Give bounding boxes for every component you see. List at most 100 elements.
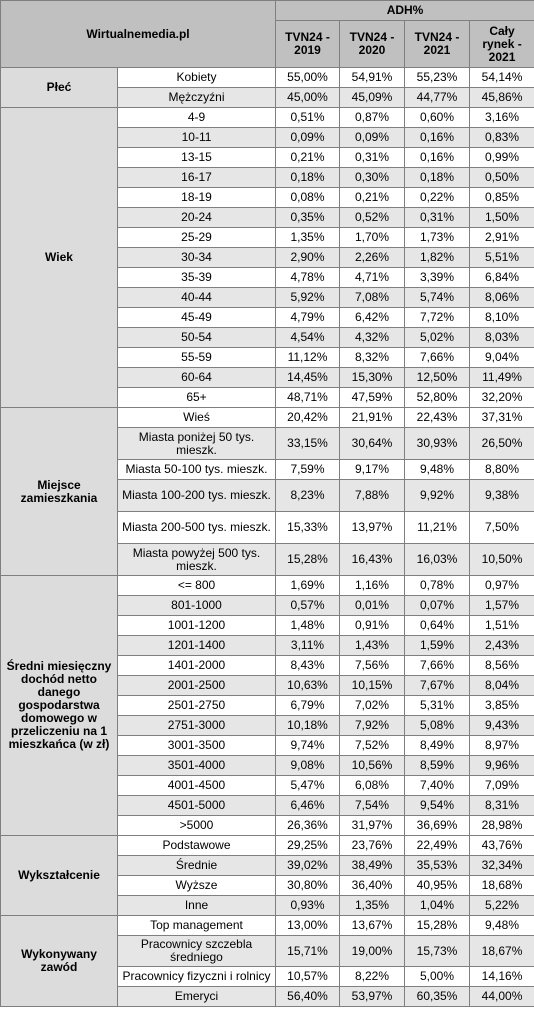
- value-cell: 1,16%: [339, 575, 405, 596]
- value-cell: 8,56%: [468, 655, 534, 676]
- value-cell: 8,59%: [404, 755, 470, 776]
- value-cell: 8,49%: [404, 735, 470, 756]
- table-body: Płeć Kobiety 55,00% 54,91% 55,23% 54,14% Mężcz…: [0, 67, 534, 1007]
- value-cell: 33,15%: [275, 427, 340, 460]
- value-cell: 1,35%: [339, 895, 405, 916]
- row-label: Średnie: [117, 855, 276, 876]
- row-label: 1201-1400: [117, 635, 276, 656]
- value-cell: 37,31%: [468, 407, 534, 428]
- value-cell: 9,08%: [275, 755, 340, 776]
- row-label: 25-29: [117, 227, 276, 248]
- value-cell: 36,69%: [404, 815, 470, 836]
- row-label: 1401-2000: [117, 655, 276, 676]
- row-label: Kobiety: [117, 67, 276, 88]
- row-label: 13-15: [117, 147, 276, 168]
- row-label: 4-9: [117, 107, 276, 128]
- value-cell: 0,08%: [275, 187, 340, 208]
- value-cell: 5,02%: [404, 327, 470, 348]
- value-cell: 0,07%: [404, 595, 470, 616]
- value-cell: 45,09%: [339, 87, 405, 108]
- value-cell: 6,79%: [275, 695, 340, 716]
- category-cell: Płeć: [0, 67, 118, 108]
- value-cell: 7,72%: [404, 307, 470, 328]
- value-cell: 8,43%: [275, 655, 340, 676]
- table-row: Średnie 39,02% 38,49% 35,53% 32,34%: [1, 855, 534, 876]
- value-cell: 3,85%: [468, 695, 534, 716]
- value-cell: 14,45%: [275, 367, 340, 388]
- table-row: 50-54 4,54% 4,32% 5,02% 8,03%: [1, 327, 534, 348]
- row-label: Miasta 200-500 tys. mieszk.: [117, 511, 276, 544]
- value-cell: 1,04%: [404, 895, 470, 916]
- value-cell: 7,02%: [339, 695, 405, 716]
- value-cell: 9,54%: [404, 795, 470, 816]
- value-cell: 4,32%: [339, 327, 405, 348]
- value-cell: 7,08%: [339, 287, 405, 308]
- column-header: Cały rynek - 2021: [468, 20, 534, 68]
- value-cell: 9,48%: [468, 915, 534, 936]
- value-cell: 8,23%: [275, 479, 340, 512]
- value-cell: 0,85%: [468, 187, 534, 208]
- table-row: 40-44 5,92% 7,08% 5,74% 8,06%: [1, 287, 534, 308]
- value-cell: 8,06%: [468, 287, 534, 308]
- table-row: Miasta 100-200 tys. mieszk. 8,23% 7,88% 9,9…: [1, 479, 534, 512]
- value-cell: 43,76%: [468, 835, 534, 856]
- value-cell: 13,00%: [275, 915, 340, 936]
- value-cell: 45,00%: [275, 87, 340, 108]
- value-cell: 7,54%: [339, 795, 405, 816]
- value-cell: 44,00%: [468, 986, 534, 1007]
- value-cell: 16,43%: [339, 543, 405, 576]
- value-cell: 0,83%: [468, 127, 534, 148]
- row-label: 2751-3000: [117, 715, 276, 736]
- table-row: 13-15 0,21% 0,31% 0,16% 0,99%: [1, 147, 534, 168]
- value-cell: 0,16%: [404, 127, 470, 148]
- value-cell: 9,74%: [275, 735, 340, 756]
- value-cell: 1,43%: [339, 635, 405, 656]
- value-cell: 60,35%: [404, 986, 470, 1007]
- row-label: 4501-5000: [117, 795, 276, 816]
- value-cell: 53,97%: [339, 986, 405, 1007]
- value-cell: 19,00%: [339, 935, 405, 967]
- value-cell: 30,93%: [404, 427, 470, 460]
- value-cell: 0,09%: [275, 127, 340, 148]
- value-cell: 8,03%: [468, 327, 534, 348]
- value-cell: 7,59%: [275, 459, 340, 480]
- value-cell: 0,22%: [404, 187, 470, 208]
- value-cell: 9,04%: [468, 347, 534, 368]
- value-cell: 8,80%: [468, 459, 534, 480]
- row-label: 50-54: [117, 327, 276, 348]
- adh-group-header: ADH%: [274, 0, 534, 21]
- value-cell: 26,36%: [275, 815, 340, 836]
- value-cell: 7,52%: [339, 735, 405, 756]
- table-row: 60-64 14,45% 15,30% 12,50% 11,49%: [1, 367, 534, 388]
- value-cell: 2,43%: [468, 635, 534, 656]
- value-cell: 32,20%: [468, 387, 534, 408]
- brand-header: Wirtualnemedia.pl: [0, 0, 276, 68]
- row-label: Miasta 100-200 tys. mieszk.: [117, 479, 276, 512]
- value-cell: 52,80%: [404, 387, 470, 408]
- row-label: 18-19: [117, 187, 276, 208]
- value-cell: 5,00%: [404, 966, 470, 987]
- value-cell: 4,79%: [275, 307, 340, 328]
- column-header: TVN24 - 2021: [404, 20, 470, 68]
- table-row: 1201-1400 3,11% 1,43% 1,59% 2,43%: [1, 635, 534, 656]
- value-cell: 0,57%: [275, 595, 340, 616]
- value-cell: 44,77%: [404, 87, 470, 108]
- table-row: 2001-2500 10,63% 10,15% 7,67% 8,04%: [1, 675, 534, 696]
- value-cell: 2,26%: [339, 247, 405, 268]
- value-cell: 5,08%: [404, 715, 470, 736]
- value-cell: 0,91%: [339, 615, 405, 636]
- value-cell: 13,67%: [339, 915, 405, 936]
- value-cell: 29,25%: [275, 835, 340, 856]
- value-cell: 9,38%: [468, 479, 534, 512]
- row-label: 10-11: [117, 127, 276, 148]
- value-cell: 15,71%: [275, 935, 340, 967]
- value-cell: 0,30%: [339, 167, 405, 188]
- value-cell: 18,68%: [468, 875, 534, 896]
- value-cell: 10,57%: [275, 966, 340, 987]
- column-header: TVN24 - 2020: [339, 20, 405, 68]
- table-row: Wiek 4-9 0,51% 0,87% 0,60% 3,16%: [0, 107, 534, 408]
- value-cell: 10,18%: [275, 715, 340, 736]
- row-label: 1001-1200: [117, 615, 276, 636]
- value-cell: 0,35%: [275, 207, 340, 228]
- value-cell: 30,80%: [275, 875, 340, 896]
